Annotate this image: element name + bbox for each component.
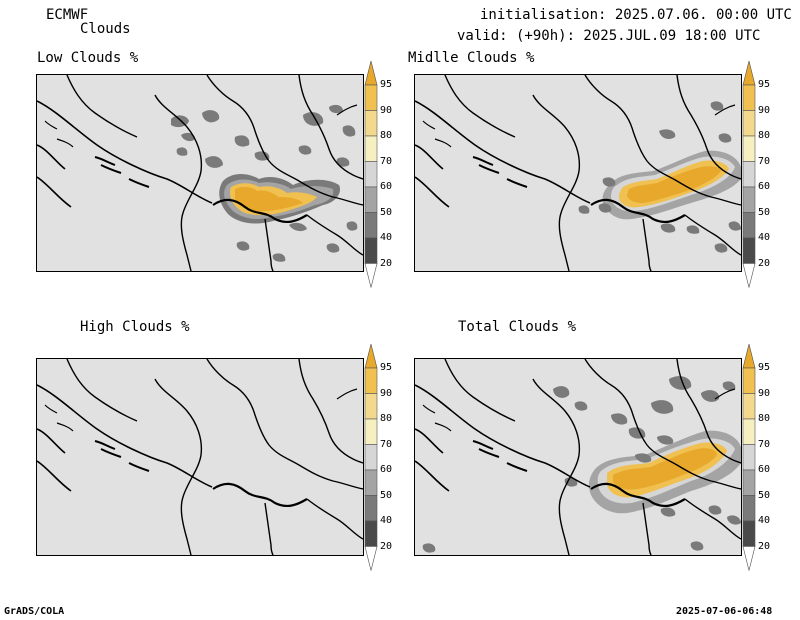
- colorbar-box: [742, 520, 756, 547]
- colorbar-tick-label: 60: [758, 181, 771, 192]
- colorbar-tick-label: 40: [758, 232, 771, 243]
- product-name: Clouds: [80, 21, 131, 37]
- colorbar-tick-label: 70: [380, 438, 393, 450]
- colorbar-box: [742, 161, 756, 188]
- render-timestamp: 2025-07-06-06:48: [676, 606, 773, 617]
- colorbar-tick-label: 80: [380, 130, 393, 141]
- colorbar-tick-label: 90: [380, 104, 393, 116]
- colorbar-tick-label: 95: [380, 79, 393, 90]
- colorbar-tick-label: 50: [758, 489, 771, 501]
- colorbar-top-triangle: [364, 343, 378, 369]
- colorbar-tick-label: 40: [380, 232, 393, 243]
- colorbar-box: [742, 135, 756, 162]
- colorbar-box: [742, 418, 756, 445]
- colorbar-tick-label: 90: [380, 387, 393, 399]
- colorbar-graphic: [742, 343, 756, 571]
- colorbar-tick-label: 40: [380, 515, 393, 526]
- software-credit: GrADS/COLA: [4, 606, 65, 617]
- colorbar-box: [742, 84, 756, 111]
- colorbar-tick-label: 90: [758, 104, 771, 116]
- colorbar-tick-label: 80: [380, 413, 393, 424]
- colorbar-tick-label: 70: [380, 155, 393, 167]
- colorbar-graphic: [742, 60, 756, 288]
- colorbar-tick-label: 70: [758, 438, 771, 450]
- colorbar-tick-label: 50: [758, 206, 771, 218]
- colorbar-tick-label: 60: [758, 464, 771, 475]
- colorbar-graphic: [364, 60, 378, 288]
- colorbar-top-triangle: [364, 60, 378, 86]
- colorbar-bottom-triangle: [364, 263, 378, 288]
- colorbar-box: [742, 110, 756, 137]
- colorbar-box: [742, 444, 756, 471]
- colorbar-bottom-triangle: [742, 263, 756, 288]
- colorbar-tick-label: 60: [380, 181, 393, 192]
- colorbar-bottom-triangle: [364, 546, 378, 571]
- map-middle-clouds: [414, 74, 742, 272]
- colorbar-bottom-triangle: [742, 546, 756, 571]
- colorbar-box: [364, 161, 378, 188]
- model-name: ECMWF: [46, 7, 89, 23]
- colorbar-box: [742, 495, 756, 522]
- colorbar-box: [742, 186, 756, 213]
- colorbar-box: [364, 237, 378, 264]
- panel-title-low: Low Clouds %: [37, 50, 139, 66]
- colorbar-tick-label: 80: [758, 413, 771, 424]
- colorbar-tick-label: 90: [758, 387, 771, 399]
- colorbar-box: [364, 444, 378, 471]
- colorbar-box: [364, 212, 378, 239]
- map-low-clouds: [36, 74, 364, 272]
- colorbar-box: [364, 135, 378, 162]
- panel-title-middle: Midlle Clouds %: [408, 50, 535, 66]
- colorbar-box: [742, 237, 756, 264]
- init-time: initialisation: 2025.07.06. 00:00 UTC: [480, 7, 792, 23]
- colorbar-box: [364, 495, 378, 522]
- colorbar-tick-label: 20: [758, 257, 771, 269]
- panel-title-high: High Clouds %: [80, 319, 190, 335]
- colorbar-box: [364, 84, 378, 111]
- colorbar-tick-label: 95: [758, 362, 771, 373]
- colorbar-tick-label: 95: [758, 79, 771, 90]
- panel-title-total: Total Clouds %: [458, 319, 577, 335]
- colorbar-box: [742, 469, 756, 496]
- colorbar-tick-label: 60: [380, 464, 393, 475]
- colorbar-tick-label: 20: [380, 257, 393, 269]
- map-total-clouds: [414, 358, 742, 556]
- colorbar-box: [364, 367, 378, 394]
- colorbar-box: [364, 520, 378, 547]
- colorbar-tick-label: 50: [380, 206, 393, 218]
- colorbar-tick-label: 20: [380, 540, 393, 552]
- colorbar-box: [742, 367, 756, 394]
- colorbar-box: [364, 110, 378, 137]
- colorbar-box: [364, 469, 378, 496]
- colorbar-tick-label: 95: [380, 362, 393, 373]
- colorbar-tick-label: 40: [758, 515, 771, 526]
- colorbar-box: [364, 418, 378, 445]
- colorbar-box: [742, 212, 756, 239]
- colorbar-tick-label: 20: [758, 540, 771, 552]
- colorbar-box: [364, 186, 378, 213]
- colorbar-tick-label: 80: [758, 130, 771, 141]
- colorbar-top-triangle: [742, 60, 756, 86]
- map-high-clouds: [36, 358, 364, 556]
- colorbar-graphic: [364, 343, 378, 571]
- colorbar-tick-label: 50: [380, 489, 393, 501]
- valid-time: valid: (+90h): 2025.JUL.09 18:00 UTC: [457, 28, 761, 44]
- colorbar-box: [742, 393, 756, 420]
- colorbar-top-triangle: [742, 343, 756, 369]
- colorbar-tick-label: 70: [758, 155, 771, 167]
- colorbar-box: [364, 393, 378, 420]
